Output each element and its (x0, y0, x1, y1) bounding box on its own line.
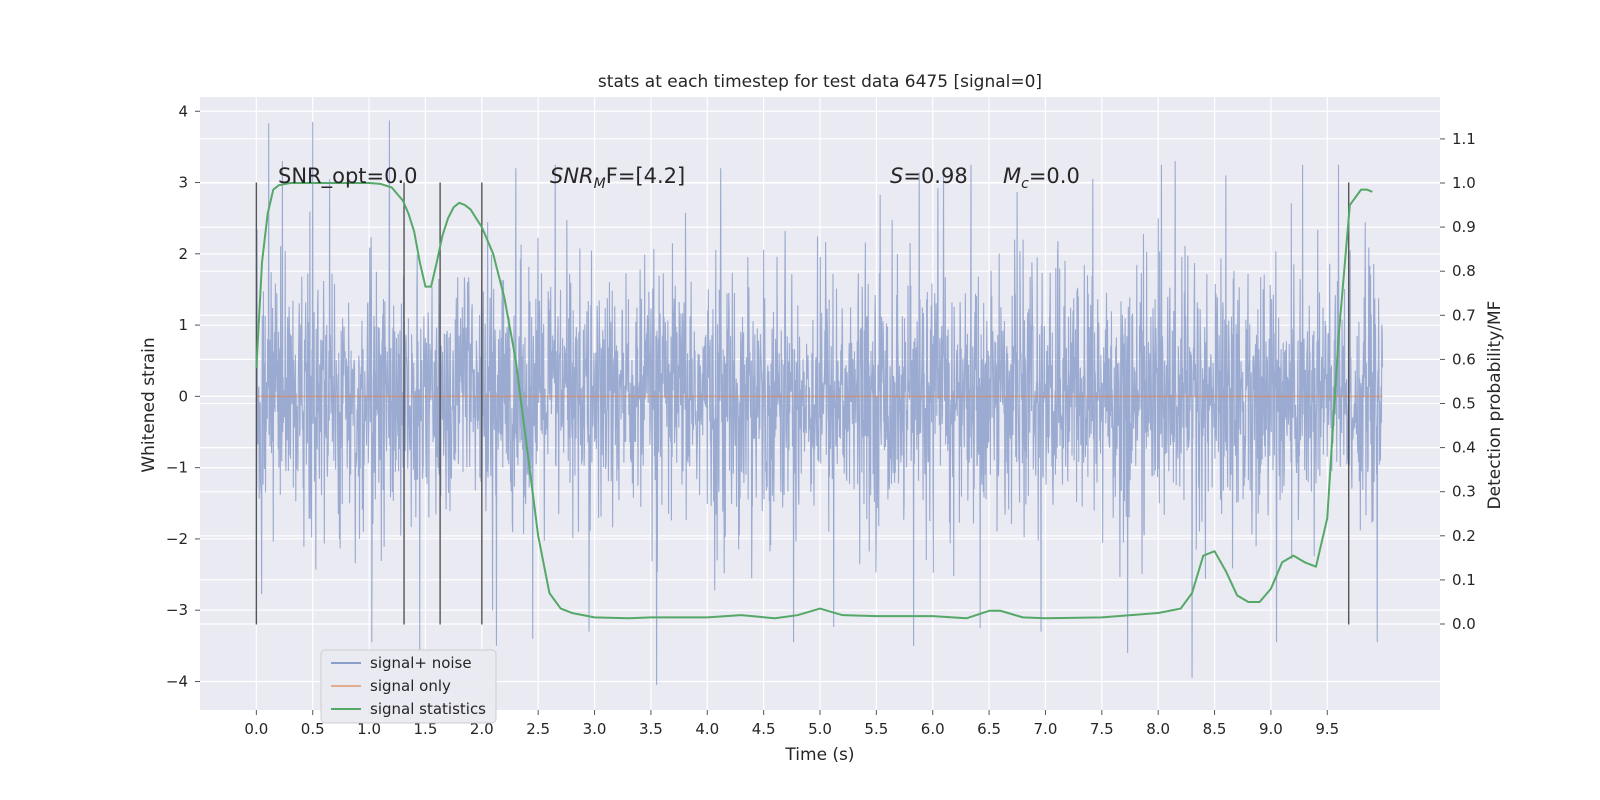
annotation-snr-opt: SNR_opt=0.0 (278, 164, 418, 189)
x-tick-label: 2.5 (526, 720, 550, 738)
x-tick-label: 4.0 (695, 720, 719, 738)
x-tick-label: 1.0 (357, 720, 381, 738)
x-tick-label: 5.5 (864, 720, 888, 738)
y2-tick-label: 0.0 (1452, 615, 1476, 633)
y-tick-label: 3 (178, 174, 188, 192)
marker-lines (255, 182, 1350, 625)
y2-tick-label: 0.4 (1452, 439, 1476, 457)
series-signal-noise (255, 120, 1384, 686)
annotation-snr-mf-sub: M (594, 176, 606, 192)
y-tick-label: 1 (178, 316, 188, 334)
annotation-s-value: =0.98 (903, 164, 967, 188)
legend: signal+ noise signal only signal statist… (320, 649, 497, 724)
legend-label-signal-only: signal only (370, 677, 451, 695)
x-tick-label: 8.0 (1146, 720, 1170, 738)
x-axis-label: Time (s) (784, 745, 854, 765)
y-tick-label: 4 (178, 102, 188, 120)
y2-tick-label: 0.1 (1452, 571, 1476, 589)
y-tick-label: 2 (178, 245, 188, 263)
x-tick-label: 8.5 (1203, 720, 1227, 738)
y-axis-label: Whitened strain (139, 337, 159, 472)
x-tick-label: 4.5 (752, 720, 776, 738)
y2-tick-label: 0.6 (1452, 350, 1476, 368)
annotation-mc-value: =0.0 (1029, 164, 1080, 188)
x-tick-label: 5.0 (808, 720, 832, 738)
legend-label-signal-statistics: signal statistics (370, 700, 486, 718)
x-tick-label: 7.5 (1090, 720, 1114, 738)
annotation-snr-mf: SNRMF=[4.2] (550, 164, 685, 192)
y-tick-label: −2 (166, 530, 188, 548)
y-tick-label: 0 (178, 387, 188, 405)
x-tick-label: 6.0 (921, 720, 945, 738)
y2-tick-label: 1.0 (1452, 174, 1476, 192)
y2-tick-label: 0.2 (1452, 527, 1476, 545)
axis-ticks: 0.0 0.5 1.0 1.5 2.0 2.5 3.0 3.5 4.0 4.5 5.0 5.5 6.0 6… (166, 102, 1476, 738)
statistics-curve (255, 182, 1373, 620)
x-tick-label: 2.0 (470, 720, 494, 738)
annotation-snr-mf-rest: F=[4.2] (606, 164, 685, 188)
annotation-mc-sub: c (1021, 176, 1029, 192)
y2-tick-label: 0.3 (1452, 483, 1476, 501)
x-tick-label: 3.5 (639, 720, 663, 738)
noise-trace (255, 120, 1384, 686)
legend-box (320, 649, 497, 724)
y2-axis-label: Detection probability/MF (1485, 301, 1505, 510)
x-tick-label: 3.0 (583, 720, 607, 738)
x-tick-label: 0.5 (301, 720, 325, 738)
y2-tick-label: 0.9 (1452, 218, 1476, 236)
y-tick-label: −1 (166, 459, 188, 477)
y2-tick-label: 0.5 (1452, 395, 1476, 413)
x-tick-label: 7.0 (1034, 720, 1058, 738)
x-tick-label: 9.0 (1259, 720, 1283, 738)
x-tick-label: 9.5 (1315, 720, 1339, 738)
x-tick-label: 6.5 (977, 720, 1001, 738)
series-signal-statistics (255, 182, 1373, 620)
annotation-s: S=0.98 (890, 164, 968, 188)
y2-tick-label: 0.7 (1452, 306, 1476, 324)
annotation-snr-mf-base: SNR (550, 164, 594, 188)
y2-tick-label: 0.8 (1452, 262, 1476, 280)
chart-title: stats at each timestep for test data 647… (598, 72, 1042, 92)
y-tick-label: −4 (166, 672, 188, 690)
annotation-s-symbol: S (890, 164, 903, 188)
annotation-mc: Mc=0.0 (1003, 164, 1080, 192)
x-tick-label: 0.0 (244, 720, 268, 738)
y2-tick-label: 1.1 (1452, 130, 1476, 148)
annotation-mc-base: M (1003, 164, 1021, 188)
x-tick-label: 1.5 (414, 720, 438, 738)
y-tick-label: −3 (166, 601, 188, 619)
legend-label-signal-noise: signal+ noise (370, 654, 472, 672)
